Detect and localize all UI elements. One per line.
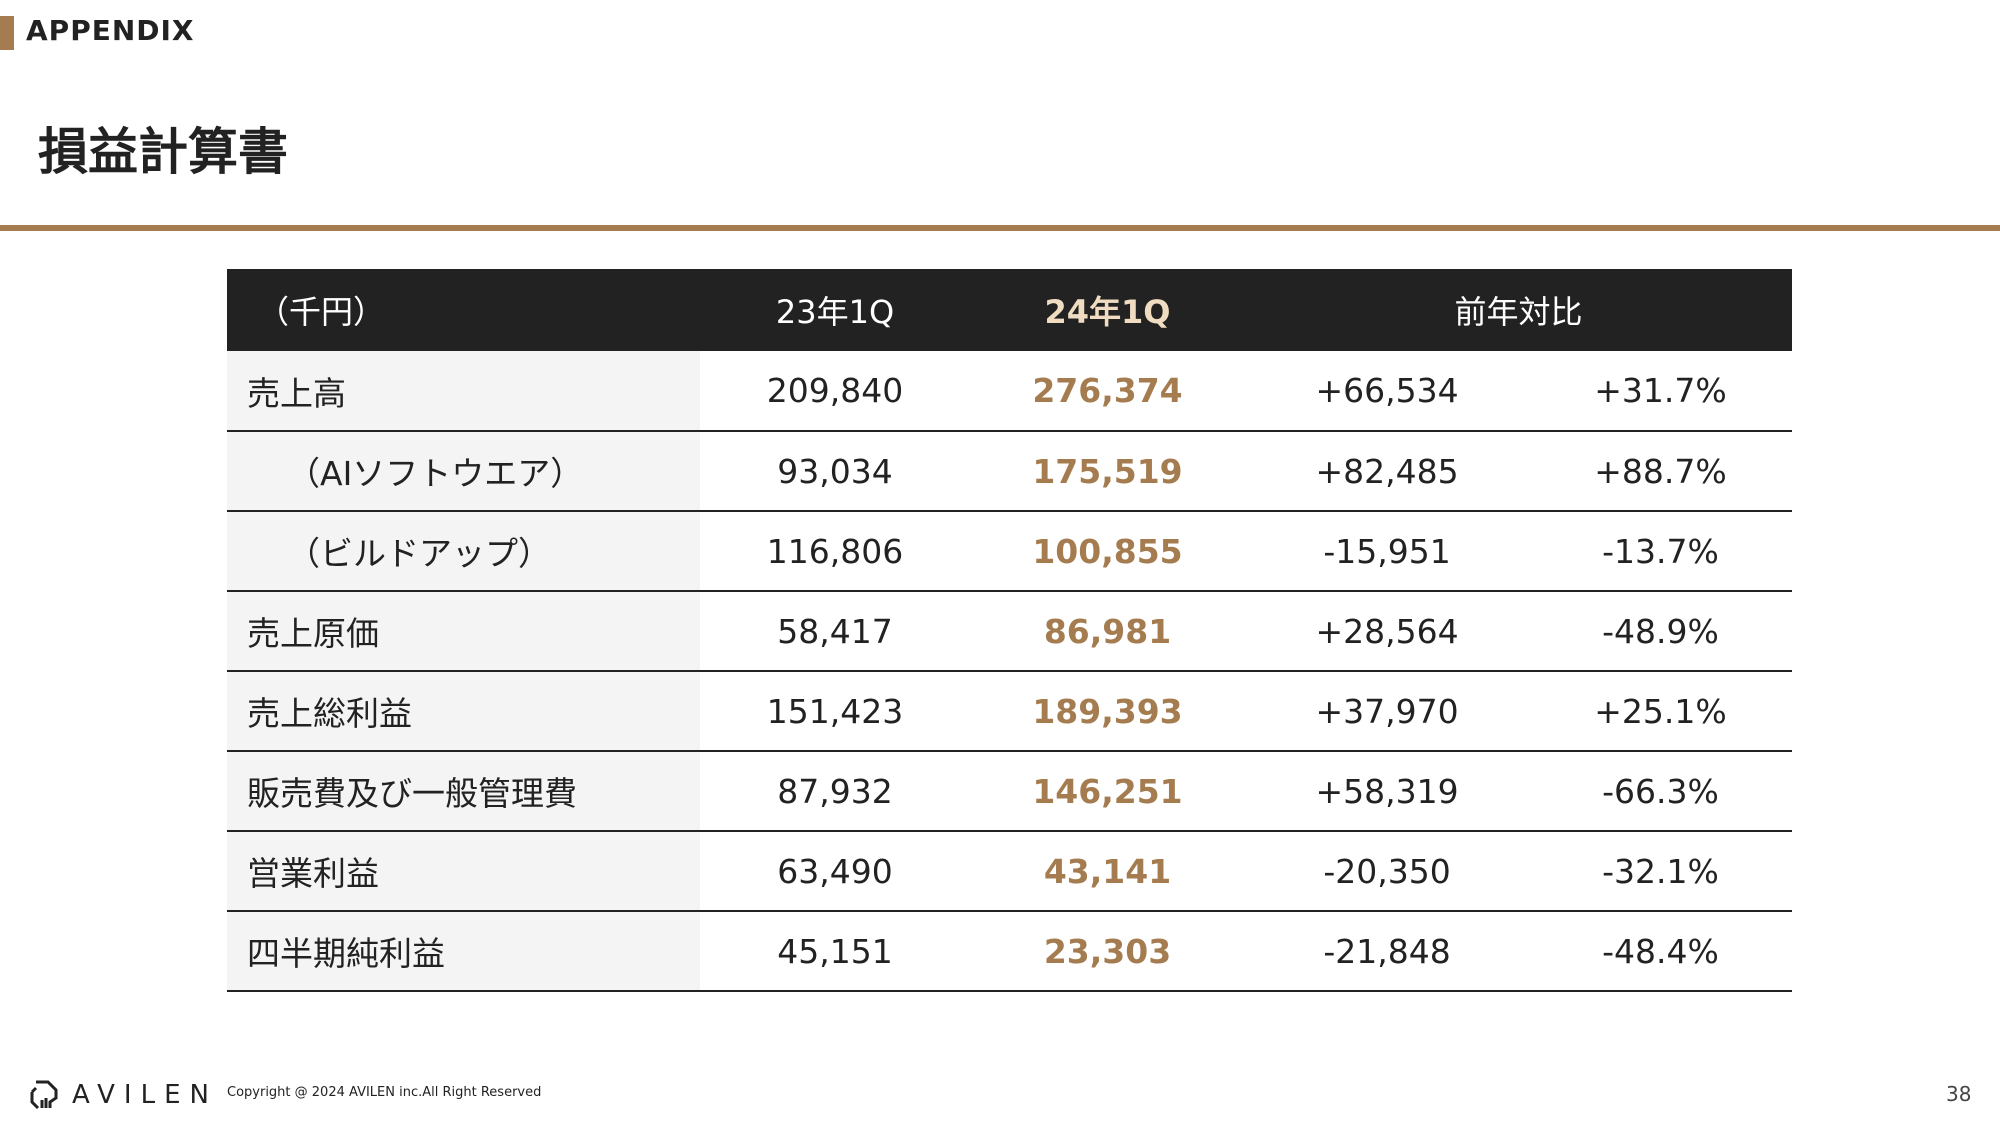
value-23q1: 209,840 xyxy=(700,351,970,432)
value-diff: +66,534 xyxy=(1245,351,1530,432)
logo-icon xyxy=(30,1080,58,1110)
value-diff: -15,951 xyxy=(1245,511,1530,592)
value-23q1: 151,423 xyxy=(700,671,970,752)
value-pct: +25.1% xyxy=(1529,671,1792,752)
value-diff: -21,848 xyxy=(1245,911,1530,992)
value-23q1: 93,034 xyxy=(700,431,970,512)
table-row: 売上総利益 151,423 189,393 +37,970 +25.1% xyxy=(227,671,1792,752)
row-label: 売上高 xyxy=(227,351,700,432)
logo-text: AVILEN xyxy=(72,1080,218,1110)
row-label: 四半期純利益 xyxy=(227,911,700,992)
value-pct: -13.7% xyxy=(1529,511,1792,592)
value-23q1: 63,490 xyxy=(700,831,970,912)
value-diff: +37,970 xyxy=(1245,671,1530,752)
value-24q1: 276,374 xyxy=(970,351,1245,432)
page-number: 38 xyxy=(1946,1082,1972,1106)
value-pct: -32.1% xyxy=(1529,831,1792,912)
table-row: （AIソフトウエア） 93,034 175,519 +82,485 +88.7% xyxy=(227,431,1792,512)
value-24q1: 100,855 xyxy=(970,511,1245,592)
value-diff: +58,319 xyxy=(1245,751,1530,832)
row-label: （AIソフトウエア） xyxy=(227,431,700,512)
value-23q1: 58,417 xyxy=(700,591,970,672)
table-row: 売上高 209,840 276,374 +66,534 +31.7% xyxy=(227,351,1792,432)
table-row: 販売費及び一般管理費 87,932 146,251 +58,319 -66.3% xyxy=(227,751,1792,832)
col-23q1: 23年1Q xyxy=(700,269,970,351)
value-diff: +82,485 xyxy=(1245,431,1530,512)
value-24q1: 86,981 xyxy=(970,591,1245,672)
col-unit: （千円） xyxy=(227,269,700,351)
section-tag: APPENDIX xyxy=(26,14,195,47)
value-23q1: 116,806 xyxy=(700,511,970,592)
row-label: （ビルドアップ） xyxy=(227,511,700,592)
table-row: 営業利益 63,490 43,141 -20,350 -32.1% xyxy=(227,831,1792,912)
value-diff: +28,564 xyxy=(1245,591,1530,672)
value-23q1: 45,151 xyxy=(700,911,970,992)
page-title: 損益計算書 xyxy=(38,123,288,181)
accent-bar xyxy=(0,16,14,50)
table-row: （ビルドアップ） 116,806 100,855 -15,951 -13.7% xyxy=(227,511,1792,592)
col-yoy: 前年対比 xyxy=(1245,269,1792,351)
table-row: 売上原価 58,417 86,981 +28,564 -48.9% xyxy=(227,591,1792,672)
value-diff: -20,350 xyxy=(1245,831,1530,912)
avilen-logo: AVILEN xyxy=(28,1078,218,1112)
row-label: 売上総利益 xyxy=(227,671,700,752)
table-row: 四半期純利益 45,151 23,303 -21,848 -48.4% xyxy=(227,911,1792,992)
value-pct: +31.7% xyxy=(1529,351,1792,432)
value-24q1: 146,251 xyxy=(970,751,1245,832)
col-24q1: 24年1Q xyxy=(970,269,1245,351)
value-pct: +88.7% xyxy=(1529,431,1792,512)
divider xyxy=(0,225,2000,231)
value-24q1: 175,519 xyxy=(970,431,1245,512)
value-24q1: 43,141 xyxy=(970,831,1245,912)
value-24q1: 189,393 xyxy=(970,671,1245,752)
row-label: 営業利益 xyxy=(227,831,700,912)
value-pct: -66.3% xyxy=(1529,751,1792,832)
value-pct: -48.9% xyxy=(1529,591,1792,672)
row-label: 販売費及び一般管理費 xyxy=(227,751,700,832)
copyright: Copyright @ 2024 AVILEN inc.All Right Re… xyxy=(227,1085,542,1100)
table-header: （千円） 23年1Q 24年1Q 前年対比 xyxy=(227,269,1792,351)
value-24q1: 23,303 xyxy=(970,911,1245,992)
value-23q1: 87,932 xyxy=(700,751,970,832)
value-pct: -48.4% xyxy=(1529,911,1792,992)
income-statement-table: （千円） 23年1Q 24年1Q 前年対比 売上高 209,840 276,374 +… xyxy=(227,269,1792,992)
row-label: 売上原価 xyxy=(227,591,700,672)
